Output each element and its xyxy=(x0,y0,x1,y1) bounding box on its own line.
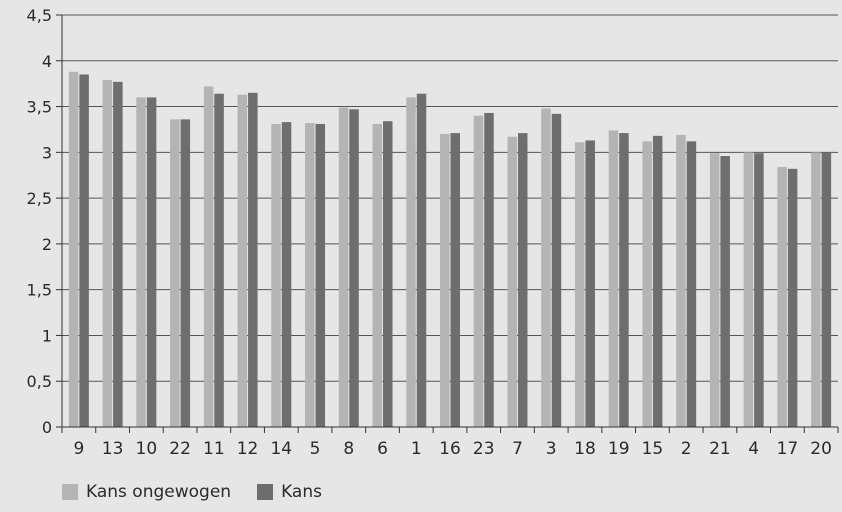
x-tick-label: 5 xyxy=(310,439,321,459)
x-tick-label: 21 xyxy=(709,439,731,459)
x-tick-label: 2 xyxy=(681,439,692,459)
y-tick-label: 1,5 xyxy=(27,281,52,300)
x-tick-label: 6 xyxy=(377,439,388,459)
bar xyxy=(777,166,787,427)
bar xyxy=(203,86,214,427)
bar xyxy=(541,108,551,428)
x-tick-label: 9 xyxy=(73,439,84,459)
bar xyxy=(743,152,754,428)
legend-item-kans-ongewogen: Kans ongewogen xyxy=(62,482,231,502)
x-tick-label: 22 xyxy=(169,439,191,459)
x-tick-label: 20 xyxy=(810,439,832,459)
bar xyxy=(349,109,359,428)
bar xyxy=(406,97,416,428)
bar xyxy=(372,123,383,427)
bar xyxy=(517,133,528,427)
legend-label-kans-ongewogen: Kans ongewogen xyxy=(86,482,232,502)
x-tick-label: 14 xyxy=(270,439,292,459)
bar xyxy=(102,80,113,427)
bar xyxy=(68,71,79,428)
y-tick-label: 2 xyxy=(42,235,52,254)
legend-item-kans: Kans xyxy=(257,482,322,502)
x-tick-label: 12 xyxy=(237,439,259,459)
y-tick-label: 0,5 xyxy=(27,372,52,391)
x-tick-label: 11 xyxy=(203,439,225,459)
bar xyxy=(338,107,349,428)
y-tick-label: 1 xyxy=(42,326,52,345)
bar xyxy=(585,140,595,428)
bar xyxy=(79,74,89,427)
bar xyxy=(315,123,326,427)
bar xyxy=(170,119,180,427)
bar-chart-plot: 0 0,5 1 1,5 2 2,5 3 3,5 4 4,5 9 13 10 22 11 12 14 5 8 6 1 16 2… xyxy=(27,6,839,459)
bar xyxy=(787,168,798,427)
bar xyxy=(136,97,146,428)
bar xyxy=(416,93,427,427)
y-tick-label: 4 xyxy=(42,52,52,71)
bar xyxy=(440,134,450,427)
bar xyxy=(450,133,460,427)
x-tick-label: 18 xyxy=(574,439,596,459)
x-tick-label: 23 xyxy=(473,439,495,459)
bar xyxy=(686,141,697,427)
bar xyxy=(811,152,821,428)
y-tick-label: 3 xyxy=(42,143,52,162)
x-tick-label: 8 xyxy=(343,439,354,459)
bar xyxy=(281,122,292,428)
x-tick-label: 3 xyxy=(546,439,557,459)
bar xyxy=(709,153,720,427)
y-tick-label: 3,5 xyxy=(27,98,52,117)
bar xyxy=(248,92,258,428)
bar xyxy=(271,123,281,427)
bar xyxy=(574,142,585,428)
bar xyxy=(619,133,629,427)
legend-label-kans: Kans xyxy=(281,482,322,502)
bar xyxy=(214,93,224,427)
bar xyxy=(676,134,686,427)
x-tick-label: 13 xyxy=(102,439,124,459)
y-tick-label: 4,5 xyxy=(27,6,52,25)
bar xyxy=(551,113,562,427)
y-tick-label: 2,5 xyxy=(27,189,52,208)
x-tick-label: 7 xyxy=(512,439,523,459)
bar xyxy=(720,155,730,428)
x-tick-label: 17 xyxy=(777,439,799,459)
bar xyxy=(484,112,494,427)
x-tick-label: 10 xyxy=(136,439,158,459)
legend-swatch-kans-ongewogen xyxy=(62,484,78,500)
bar xyxy=(113,81,123,427)
bar xyxy=(507,136,517,427)
bar xyxy=(642,141,652,427)
x-tick-label: 16 xyxy=(439,439,461,459)
bar xyxy=(180,119,191,427)
x-tick-label: 19 xyxy=(608,439,630,459)
x-tick-label: 1 xyxy=(411,439,422,459)
bar xyxy=(473,115,484,427)
bar xyxy=(146,97,157,428)
bar xyxy=(305,123,315,427)
x-tick-label: 4 xyxy=(748,439,759,459)
bar xyxy=(754,153,764,427)
bar xyxy=(383,121,393,428)
x-tick-label: 15 xyxy=(642,439,664,459)
bar xyxy=(652,135,663,427)
bar xyxy=(237,94,248,428)
y-tick-label: 0 xyxy=(42,418,52,437)
legend: Kans ongewogen Kans xyxy=(62,482,348,502)
legend-swatch-kans xyxy=(257,484,274,500)
bar xyxy=(821,152,832,428)
bar xyxy=(608,130,619,428)
